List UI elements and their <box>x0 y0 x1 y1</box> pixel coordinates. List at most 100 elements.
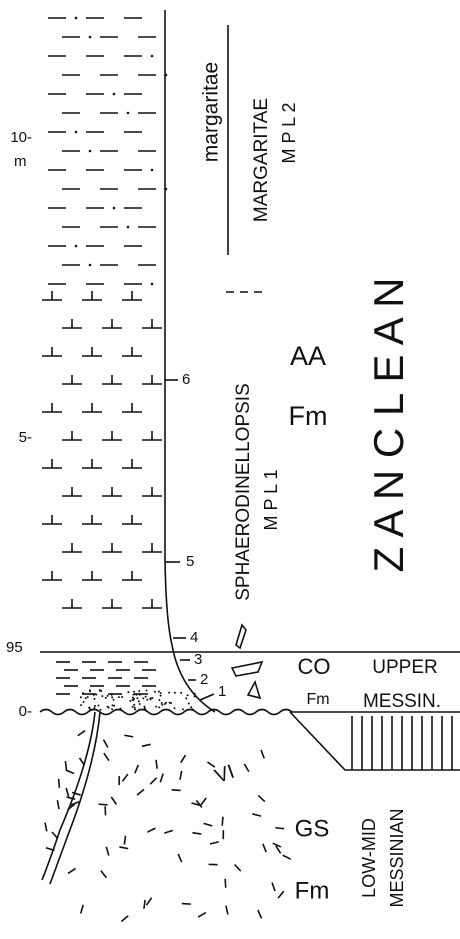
pattern <box>101 695 103 697</box>
pattern <box>75 131 78 134</box>
pattern <box>132 694 134 696</box>
pattern <box>201 798 206 805</box>
pattern <box>113 699 115 701</box>
pattern <box>118 696 120 698</box>
pattern <box>89 150 92 153</box>
pattern <box>80 704 82 706</box>
pattern <box>225 879 226 888</box>
pattern <box>111 694 113 696</box>
hiatus-hatch <box>352 716 452 770</box>
pattern <box>258 910 262 918</box>
pattern <box>127 691 129 693</box>
stage: UPPER <box>372 657 437 678</box>
pattern <box>272 882 275 891</box>
pattern <box>133 704 135 706</box>
pattern <box>93 694 95 696</box>
pattern <box>147 898 152 905</box>
pattern <box>151 283 154 286</box>
pattern <box>75 245 78 248</box>
formation: VI <box>212 761 237 788</box>
pattern <box>188 703 190 705</box>
pattern <box>139 694 141 696</box>
pattern <box>187 694 189 696</box>
pattern <box>66 770 74 774</box>
pattern <box>89 36 92 39</box>
scale-unit: m <box>14 153 27 170</box>
pattern <box>160 692 162 694</box>
pattern <box>222 817 223 826</box>
pattern <box>123 774 128 781</box>
pattern <box>87 696 89 698</box>
sample: 1 <box>218 683 226 700</box>
pattern <box>65 761 66 770</box>
formation: Fm <box>295 877 330 904</box>
pattern <box>192 833 201 834</box>
species-name: margaritae <box>200 62 223 162</box>
pattern <box>124 735 133 737</box>
pattern <box>66 788 68 797</box>
pattern <box>127 226 130 229</box>
pattern <box>83 701 85 703</box>
pattern <box>94 705 96 707</box>
unconformity <box>40 710 292 715</box>
pattern <box>136 697 138 699</box>
formation: Fm <box>289 401 328 431</box>
formation: CO <box>298 654 331 679</box>
pattern <box>150 778 156 784</box>
pattern <box>158 699 160 701</box>
sample: 3 <box>194 651 202 668</box>
pattern <box>93 698 95 700</box>
pattern <box>275 828 284 829</box>
pattern <box>154 691 156 693</box>
pattern <box>144 900 145 909</box>
pattern <box>155 706 157 708</box>
pattern <box>142 744 151 746</box>
pattern <box>121 916 128 922</box>
zone-code: M P L 2 <box>279 102 299 163</box>
pattern <box>107 695 109 697</box>
pattern <box>99 709 101 711</box>
pattern <box>88 707 90 709</box>
formation: GS <box>295 815 330 842</box>
pattern <box>226 906 228 915</box>
pattern <box>180 692 182 694</box>
pattern <box>151 169 154 172</box>
pattern <box>169 702 171 704</box>
scale-label: 5- <box>19 429 32 446</box>
pattern <box>198 913 206 917</box>
pattern <box>160 695 162 697</box>
pattern <box>81 905 84 914</box>
pattern <box>164 830 173 833</box>
scale-label: 10- <box>10 129 32 146</box>
pattern <box>173 707 175 709</box>
pattern <box>99 689 101 691</box>
pattern <box>82 692 84 694</box>
stage: LOW-MID <box>359 818 379 898</box>
pattern <box>57 800 59 809</box>
pattern <box>107 706 109 708</box>
pattern <box>85 697 87 699</box>
pattern <box>283 855 291 859</box>
pattern <box>129 700 131 702</box>
pattern <box>119 847 128 849</box>
sample: 5 <box>186 553 194 570</box>
pattern <box>180 771 182 780</box>
fossils <box>232 625 262 698</box>
pattern <box>138 700 140 702</box>
formation: AA <box>290 341 326 371</box>
pattern <box>156 760 157 769</box>
pattern <box>261 750 264 758</box>
pattern <box>149 698 151 700</box>
pattern <box>68 868 75 873</box>
pattern <box>135 765 139 773</box>
pattern <box>99 804 108 805</box>
pattern <box>106 847 108 856</box>
pattern <box>210 842 219 844</box>
pattern <box>45 823 47 832</box>
pattern <box>113 93 116 96</box>
pattern <box>132 697 134 699</box>
stratigraphic-log: 10- m 5- 95 0- 6 5 4 3 2 1 margaritae MA… <box>0 0 460 939</box>
formation: Fm <box>306 691 329 708</box>
pattern <box>97 704 99 706</box>
pattern <box>185 697 187 699</box>
